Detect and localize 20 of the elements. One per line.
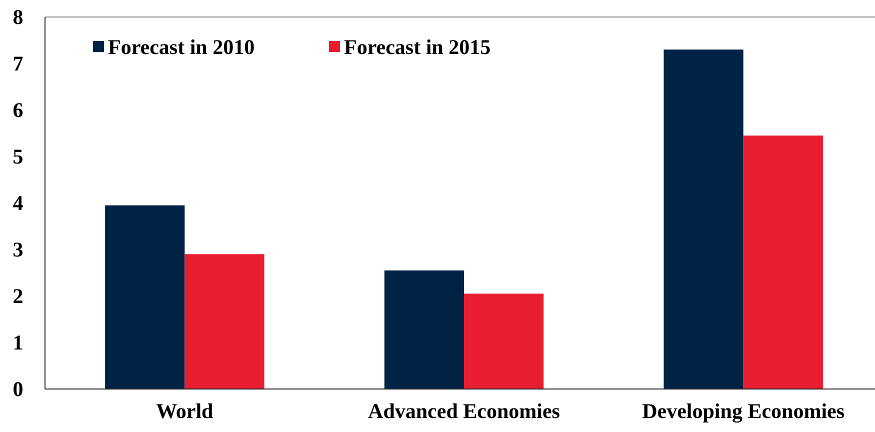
- y-tick-label: 3: [12, 238, 24, 262]
- x-tick-label: World: [156, 399, 214, 423]
- x-tick-label: Developing Economies: [642, 399, 845, 423]
- y-tick-label: 4: [12, 191, 24, 215]
- y-tick-label: 6: [12, 98, 24, 122]
- y-tick-label: 2: [12, 284, 24, 308]
- bar: [464, 294, 544, 389]
- bar: [743, 136, 823, 389]
- y-tick-label: 7: [12, 52, 24, 76]
- y-tick-label: 1: [12, 330, 24, 354]
- legend-label: Forecast in 2015: [344, 35, 491, 59]
- bar: [105, 205, 185, 389]
- legend-label: Forecast in 2010: [108, 35, 255, 59]
- bar: [664, 50, 744, 389]
- x-tick-label: Advanced Economies: [368, 399, 560, 423]
- bar: [184, 254, 264, 389]
- bar: [384, 270, 464, 389]
- y-tick-label: 5: [12, 144, 24, 168]
- y-tick-label: 0: [12, 377, 24, 401]
- y-tick-label: 8: [12, 5, 24, 29]
